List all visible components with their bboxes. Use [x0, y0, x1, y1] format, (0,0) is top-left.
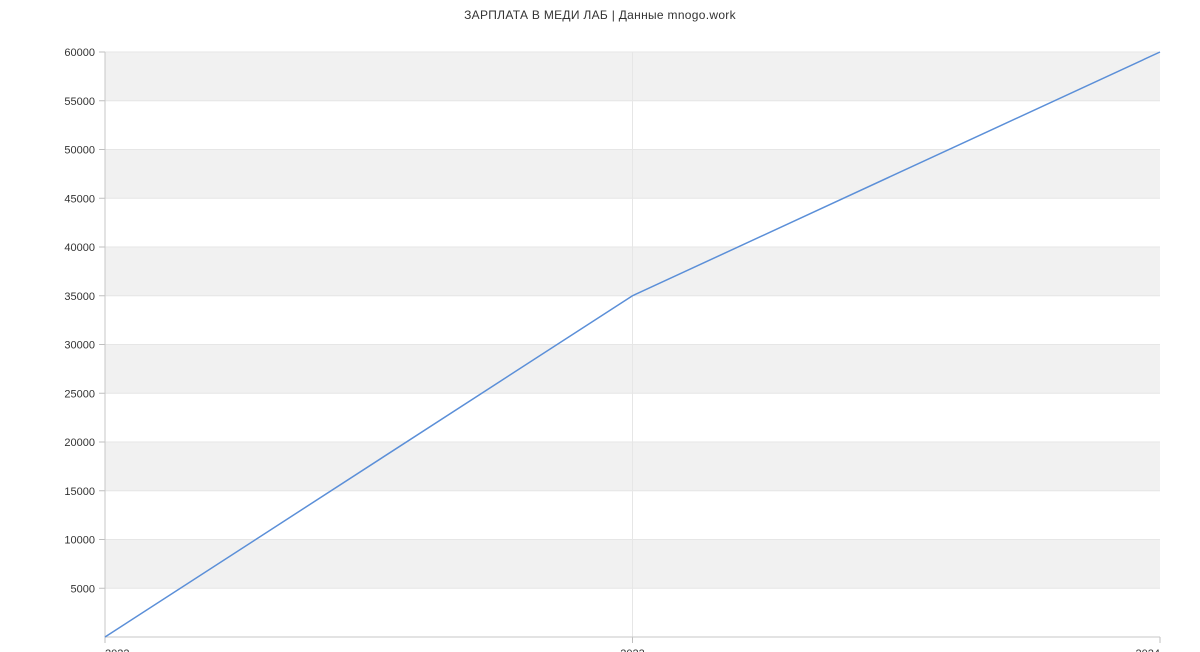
chart-svg: 5000 10000 15000 20000 25000 30000 35000 40000 4…: [0, 22, 1200, 652]
chart-title: ЗАРПЛАТА В МЕДИ ЛАБ | Данные mnogo.work: [0, 0, 1200, 22]
x-tick-label: 2024: [1136, 648, 1160, 652]
y-tick-label: 10000: [64, 535, 95, 547]
y-tick-label: 40000: [64, 242, 95, 254]
y-tick-label: 20000: [64, 437, 95, 449]
y-tick-label: 50000: [64, 145, 95, 157]
chart-container: ЗАРПЛАТА В МЕДИ ЛАБ | Данные mnogo.work …: [0, 0, 1200, 650]
y-tick-label: 45000: [64, 193, 95, 205]
y-tick-label: 15000: [64, 486, 95, 498]
y-tick-label: 5000: [71, 583, 95, 595]
x-tick-label: 2023: [620, 648, 644, 652]
y-tick-label: 30000: [64, 340, 95, 352]
x-tick-label: 2022: [105, 648, 129, 652]
y-tick-label: 35000: [64, 291, 95, 303]
y-tick-label: 55000: [64, 96, 95, 108]
y-tick-label: 60000: [64, 47, 95, 59]
y-tick-label: 25000: [64, 388, 95, 400]
